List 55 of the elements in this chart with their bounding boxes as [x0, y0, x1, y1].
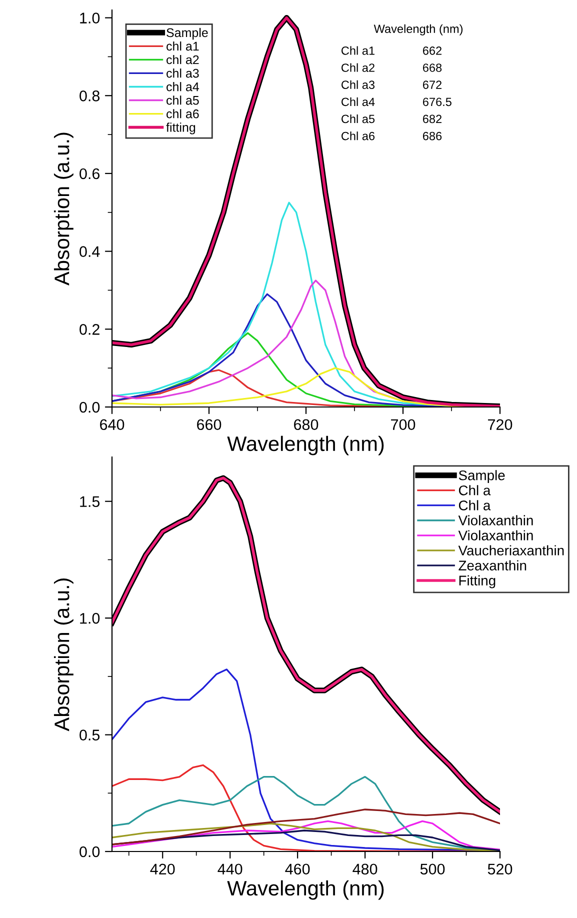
legend-label: chl a1 — [166, 41, 199, 51]
y-tick-label: 0.5 — [80, 730, 100, 740]
x-tick-label: 640 — [100, 419, 124, 430]
x-tick-label: 700 — [391, 419, 416, 430]
y-tick-label: 1.5 — [80, 496, 100, 508]
x-tick-label: 440 — [218, 864, 242, 875]
annotation: Chl a6 — [342, 132, 375, 140]
legend-label: Chl a — [458, 485, 491, 496]
annotation: 672 — [423, 80, 442, 89]
x-tick-label: 420 — [150, 864, 175, 875]
legend-label: chl a2 — [166, 54, 199, 64]
legend-label: Vaucheriaxanthin — [458, 545, 564, 556]
y-tick-label: 0.8 — [80, 90, 100, 102]
annotation: Chl a5 — [342, 114, 375, 124]
y-axis-title: Absorption (a.u.) — [54, 132, 74, 286]
x-tick-label: 520 — [488, 864, 512, 875]
annotation: 662 — [423, 46, 442, 55]
annotation: 686 — [423, 132, 442, 140]
annotation: Chl a2 — [342, 63, 374, 72]
legend-label: Violaxanthin — [458, 515, 533, 526]
x-tick-label: 460 — [285, 864, 310, 875]
legend-label: chl a4 — [166, 82, 199, 92]
y-tick-label: 1.0 — [80, 12, 100, 24]
legend-label: Zeaxanthin — [458, 560, 526, 570]
legend-label: fitting — [166, 122, 196, 134]
annotation: 668 — [423, 64, 442, 72]
x-axis-title: Wavelength (nm) — [227, 880, 384, 900]
legend-label: Chl a — [458, 500, 491, 510]
y-tick-label: 0.6 — [80, 168, 100, 180]
y-tick-label: 0.2 — [80, 324, 100, 335]
legend-label: Violaxanthin — [458, 530, 533, 540]
x-axis-title: Wavelength (nm) — [227, 436, 384, 456]
annotation: Wavelength (nm) — [374, 24, 463, 36]
annotation: 682 — [423, 114, 442, 124]
y-axis-title: Absorption (a.u.) — [54, 578, 74, 732]
y-tick-label: 0.0 — [80, 402, 100, 413]
x-tick-label: 660 — [197, 419, 222, 430]
annotation: Chl a1 — [342, 46, 374, 55]
legend-label: Sample — [166, 28, 208, 40]
legend-label: Fitting — [459, 575, 496, 588]
annotation: Chl a4 — [342, 97, 375, 106]
x-tick-label: 720 — [488, 419, 512, 430]
annotation: 676.5 — [423, 98, 452, 106]
x-tick-label: 680 — [294, 419, 318, 430]
legend-label: chl a3 — [166, 68, 199, 78]
y-tick-label: 1.0 — [80, 612, 100, 624]
line-series — [112, 808, 500, 846]
y-tick-label: 0.0 — [80, 846, 100, 858]
legend-label: Sample — [458, 470, 505, 484]
x-tick-label: 480 — [352, 864, 378, 875]
y-tick-label: 0.4 — [80, 246, 100, 257]
annotation: Chl a3 — [342, 80, 375, 89]
legend-label: chl a6 — [166, 109, 199, 118]
x-tick-label: 500 — [420, 864, 445, 875]
legend-label: chl a5 — [166, 96, 199, 105]
